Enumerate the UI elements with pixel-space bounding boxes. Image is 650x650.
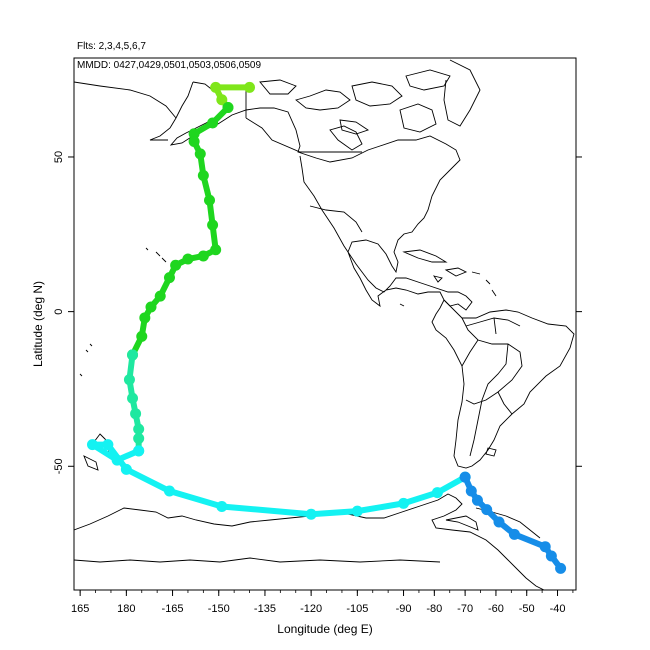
track-point: [216, 94, 228, 106]
x-tick-label: -120: [300, 603, 322, 615]
track-point: [120, 463, 132, 475]
track-point: [139, 312, 151, 324]
x-tick-label: -105: [346, 603, 368, 615]
track-point: [545, 550, 557, 562]
track-point: [133, 445, 145, 457]
track-point: [154, 290, 166, 302]
x-tick-label: 165: [71, 603, 89, 615]
y-tick-label: 0: [53, 309, 65, 315]
y-tick-label: -50: [53, 458, 65, 474]
x-tick-label: -40: [550, 603, 566, 615]
x-axis: 165 180 -165 -150 -135 -120 -105 -90 -80 -70 -60 -5…: [71, 590, 574, 615]
track-point: [244, 81, 256, 93]
track-point: [471, 494, 483, 506]
track-point: [188, 136, 200, 148]
plot-frame: [73, 57, 577, 591]
y-tick-label: 50: [53, 151, 65, 163]
track-point: [170, 259, 182, 271]
track-point: [431, 487, 443, 499]
track-point: [539, 541, 551, 553]
x-tick-label: -50: [519, 603, 535, 615]
track-point: [210, 244, 222, 256]
track-point: [204, 194, 216, 206]
track-point: [207, 117, 219, 129]
dates-label: MMDD: 0427,0429,0501,0503,0506,0509: [77, 60, 262, 71]
flight-track-line: [89, 441, 469, 518]
track-point: [133, 423, 145, 435]
x-tick-label: 180: [117, 603, 135, 615]
track-point: [123, 374, 135, 386]
track-point: [465, 485, 477, 497]
track-point: [508, 528, 520, 540]
track-point: [210, 81, 222, 93]
x-tick-label: -90: [396, 603, 412, 615]
track-point: [305, 508, 317, 520]
track-point: [188, 128, 200, 140]
x-tick-label: -60: [488, 603, 504, 615]
track-point: [127, 349, 139, 361]
y-axis: 50 0 -50: [53, 151, 582, 474]
track-point: [133, 432, 145, 444]
track-point: [130, 408, 142, 420]
flight-tracks: [86, 81, 567, 574]
track-point: [163, 485, 175, 497]
track-point: [163, 272, 175, 284]
x-tick-label: -80: [426, 603, 442, 615]
track-point: [216, 500, 228, 512]
track-point: [136, 330, 148, 342]
track-point: [351, 505, 363, 517]
track-point: [111, 454, 123, 466]
antarctica-coast: [74, 493, 545, 590]
track-point: [207, 219, 219, 231]
track-point: [459, 471, 471, 483]
y-axis-title: Latitude (deg N): [31, 281, 45, 367]
x-tick-label: -70: [457, 603, 473, 615]
track-point: [197, 170, 209, 182]
track-point: [398, 497, 410, 509]
track-point: [555, 562, 567, 574]
track-point: [102, 439, 114, 451]
track-point: [127, 392, 139, 404]
track-point: [222, 101, 234, 113]
track-point: [145, 301, 157, 313]
x-tick-label: -150: [208, 603, 230, 615]
x-tick-label: -135: [254, 603, 276, 615]
track-point: [493, 516, 505, 528]
track-point: [481, 504, 493, 516]
track-point: [86, 439, 98, 451]
coastline-layer: [74, 59, 575, 590]
x-tick-label: -165: [162, 603, 184, 615]
flights-label: Flts: 2,3,4,5,6,7: [77, 41, 146, 52]
track-point: [182, 253, 194, 265]
track-point: [197, 250, 209, 262]
track-point: [194, 148, 206, 160]
x-axis-title: Longitude (deg E): [277, 622, 372, 636]
